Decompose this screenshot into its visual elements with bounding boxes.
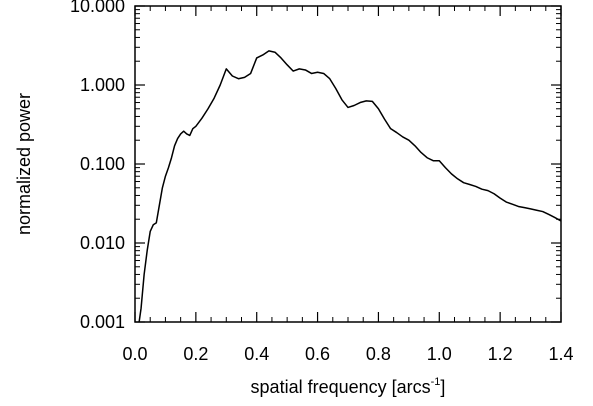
x-tick-label: 0.6	[305, 344, 330, 364]
x-tick-label: 1.2	[488, 344, 513, 364]
plot-area-frame	[134, 5, 562, 323]
y-tick-label: 0.100	[80, 154, 125, 174]
x-tick-label: 1.0	[427, 344, 452, 364]
power-spectrum-line	[138, 50, 561, 322]
x-axis-label-suffix: ]	[440, 377, 445, 397]
x-axis-ticks	[134, 6, 562, 322]
y-axis-label: normalized power	[14, 93, 34, 235]
x-axis-label: spatial frequency [arcs-1]	[251, 376, 446, 397]
y-axis-ticks	[135, 5, 561, 323]
x-axis-tick-labels: 0.0 0.2 0.4 0.6 0.8 1.0 1.2 1.4	[122, 344, 573, 364]
y-tick-label: 1.000	[80, 75, 125, 95]
x-tick-label: 0.4	[244, 344, 269, 364]
x-tick-label: 1.4	[548, 344, 573, 364]
x-axis-label-superscript: -1	[431, 376, 441, 388]
y-tick-label: 10.000	[70, 0, 125, 16]
x-axis-label-main: spatial frequency [arcs	[251, 377, 431, 397]
x-tick-label: 0.0	[122, 344, 147, 364]
x-tick-label: 0.8	[366, 344, 391, 364]
x-tick-label: 0.2	[183, 344, 208, 364]
y-tick-label: 0.001	[80, 312, 125, 332]
y-axis-tick-labels: 0.001 0.010 0.100 1.000 10.000	[70, 0, 125, 332]
y-tick-label: 0.010	[80, 233, 125, 253]
